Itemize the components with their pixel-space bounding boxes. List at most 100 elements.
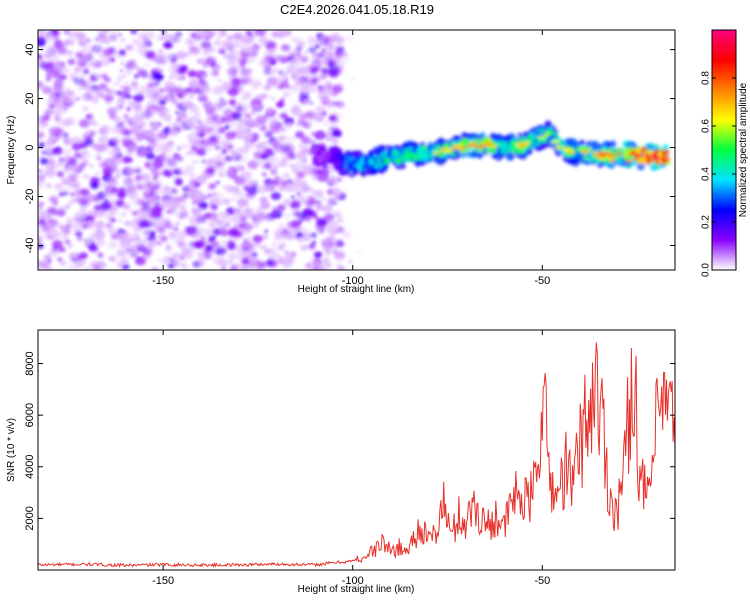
noise-speckle	[58, 158, 68, 166]
noise-speckle	[281, 113, 288, 119]
noise-speckle	[38, 228, 45, 236]
noise-speckle	[269, 96, 276, 101]
noise-speckle	[180, 262, 186, 268]
noise-speckle	[320, 230, 324, 234]
noise-speckle	[234, 176, 246, 186]
noise-speckle	[236, 42, 243, 47]
noise-speckle	[207, 238, 214, 244]
noise-speckle	[97, 34, 108, 43]
noise-speckle	[84, 138, 94, 146]
noise-speckle	[269, 124, 281, 133]
signal-peak	[582, 150, 590, 154]
noise-speckle	[63, 191, 68, 196]
noise-speckle	[155, 195, 161, 200]
noise-speckle	[48, 103, 56, 110]
signal-core	[438, 153, 444, 159]
noise-speckle	[190, 81, 200, 90]
noise-speckle	[224, 125, 230, 130]
signal-core	[587, 151, 594, 158]
noise-speckle	[164, 81, 175, 90]
noise-speckle	[272, 141, 284, 150]
noise-speckle	[108, 148, 119, 157]
noise-speckle	[161, 50, 166, 55]
noise-speckle	[281, 83, 289, 90]
noise-speckle	[120, 38, 125, 42]
noise-speckle	[183, 167, 192, 174]
noise-speckle	[121, 138, 129, 145]
noise-speckle	[201, 75, 207, 79]
signal-halo	[473, 133, 479, 138]
noise-speckle	[173, 210, 180, 216]
signal-halo	[480, 131, 486, 137]
noise-speckle	[183, 100, 193, 108]
noise-speckle	[99, 94, 105, 99]
noise-speckle	[150, 217, 156, 222]
noise-speckle	[192, 116, 200, 123]
signal-core	[356, 164, 360, 168]
noise-speckle	[66, 203, 71, 208]
noise-speckle	[237, 147, 243, 152]
noise-speckle	[259, 125, 268, 132]
signal-core	[533, 139, 538, 144]
noise-speckle	[112, 30, 117, 34]
noise-speckle	[272, 207, 277, 211]
noise-speckle	[303, 229, 309, 233]
colorbar-ticks: 0.0 0.2 0.4 0.6 0.8	[701, 71, 736, 277]
signal-peak	[453, 144, 458, 148]
noise-speckle	[58, 224, 64, 229]
signal-peak	[520, 143, 527, 147]
noise-speckle	[89, 130, 96, 136]
noise-speckle	[196, 219, 202, 224]
noise-speckle	[109, 57, 116, 63]
noise-speckle	[207, 127, 213, 132]
noise-speckle	[206, 166, 216, 175]
noise-speckle	[97, 30, 106, 36]
noise-speckle	[255, 143, 264, 151]
noise-speckle	[272, 75, 277, 79]
noise-speckle	[119, 57, 123, 61]
noise-speckle	[317, 52, 325, 58]
x-tick-label: -100	[342, 275, 364, 287]
noise-speckle	[179, 207, 189, 215]
noise-speckle	[121, 155, 132, 164]
noise-speckle	[255, 235, 264, 242]
noise-speckle	[124, 61, 136, 71]
noise-speckle	[69, 91, 75, 95]
noise-speckle	[204, 229, 213, 236]
noise-speckle	[151, 267, 159, 270]
noise-speckle	[54, 183, 63, 190]
noise-speckle	[306, 263, 311, 267]
noise-speckle	[169, 60, 176, 66]
noise-speckle	[123, 85, 131, 91]
noise-speckle	[171, 98, 178, 104]
noise-speckle	[66, 98, 74, 105]
noise-speckle	[38, 264, 44, 270]
noise-speckle	[290, 220, 301, 229]
noise-speckle	[314, 68, 323, 76]
signal-core	[412, 148, 418, 154]
noise-speckle	[43, 217, 49, 222]
signal-core	[510, 139, 517, 146]
noise-speckle	[84, 54, 92, 60]
noise-speckle	[239, 222, 249, 230]
noise-speckle	[234, 38, 241, 44]
noise-speckle	[311, 132, 317, 136]
noise-speckle	[333, 54, 341, 61]
signal-core	[577, 152, 584, 159]
signal-halo	[609, 140, 617, 148]
noise-speckle	[275, 165, 279, 169]
noise-speckle	[192, 261, 201, 268]
noise-speckle	[132, 219, 137, 223]
noise-speckle	[41, 114, 50, 122]
noise-speckle	[125, 44, 134, 51]
noise-speckle	[328, 219, 338, 228]
noise-speckle	[239, 166, 245, 171]
noise-speckle	[188, 45, 197, 52]
noise-speckle	[249, 137, 254, 141]
signal-peak	[433, 151, 440, 155]
noise-speckle	[60, 62, 65, 66]
noise-speckle	[294, 77, 305, 86]
signal-core	[518, 138, 524, 144]
noise-speckle	[54, 36, 59, 40]
noise-speckle	[140, 31, 148, 37]
